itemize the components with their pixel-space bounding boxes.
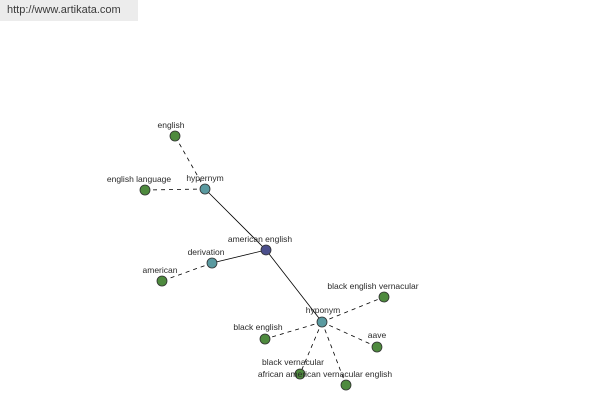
edge-american-english-derivation	[211, 249, 267, 264]
edge-hypernym-english	[174, 135, 206, 190]
edge-derivation-american	[161, 262, 213, 282]
graph-edges	[144, 135, 385, 386]
label-black-english[interactable]: black english	[233, 322, 282, 332]
label-aave[interactable]: aave	[368, 330, 387, 340]
label-american-english[interactable]: american english	[228, 234, 293, 244]
node-black-english-vernacular[interactable]	[378, 291, 390, 303]
graph-nodes	[139, 130, 390, 391]
node-english-language[interactable]	[139, 184, 151, 196]
node-english[interactable]	[169, 130, 181, 142]
graph-labels: american english hypernym derivation hypony…	[107, 120, 419, 379]
edge-american-english-hyponym	[265, 249, 323, 323]
node-hyponym[interactable]	[316, 316, 328, 328]
node-black-vernacular[interactable]	[294, 368, 306, 380]
node-black-english[interactable]	[259, 333, 271, 345]
label-african-american-vernacular-english[interactable]: african american vernacular english	[258, 369, 392, 379]
node-derivation[interactable]	[206, 257, 218, 269]
node-american-english[interactable]	[260, 244, 272, 256]
label-black-vernacular[interactable]: black vernacular	[262, 357, 324, 367]
label-hyponym[interactable]: hyponym	[306, 305, 341, 315]
site-url-text: http://www.artikata.com	[7, 4, 121, 16]
label-english-language[interactable]: english language	[107, 174, 172, 184]
label-english[interactable]: english	[158, 120, 185, 130]
node-american[interactable]	[156, 275, 168, 287]
edge-hypernym-english-language	[144, 188, 206, 191]
edge-hyponym-black-vernacular	[299, 321, 323, 375]
node-african-american-vernacular-english[interactable]	[340, 379, 352, 391]
edge-american-english-hypernym	[204, 188, 267, 251]
label-black-english-vernacular[interactable]: black english vernacular	[327, 281, 418, 291]
edge-hyponym-african-american-vernacular-english	[321, 321, 347, 386]
label-hypernym[interactable]: hypernym	[186, 173, 223, 183]
edge-hyponym-aave	[321, 321, 378, 348]
node-aave[interactable]	[371, 341, 383, 353]
edge-hyponym-black-english-vernacular	[321, 296, 385, 323]
edge-hyponym-black-english	[264, 321, 323, 340]
label-american[interactable]: american	[143, 265, 178, 275]
label-derivation[interactable]: derivation	[188, 247, 225, 257]
node-hypernym[interactable]	[199, 183, 211, 195]
site-url-banner[interactable]: http://www.artikata.com	[0, 0, 138, 21]
